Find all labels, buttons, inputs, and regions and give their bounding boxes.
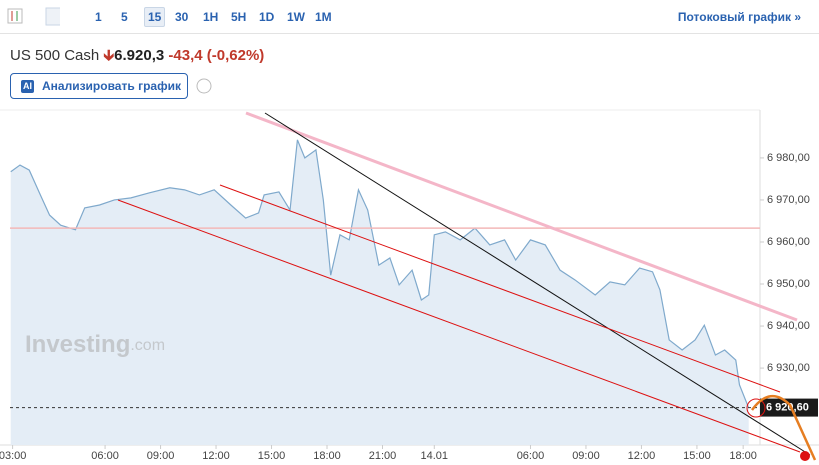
toolbar: Потоковый график » 1 5 15 30 1H 5H 1D 1W 1M [0, 0, 819, 34]
x-tick-label: 03:00 [0, 450, 26, 462]
x-tick-label: 15:00 [683, 450, 711, 462]
x-tick-label: 12:00 [202, 450, 230, 462]
interval-button[interactable]: 1D [259, 10, 275, 24]
x-tick-label: 09:00 [572, 450, 600, 462]
candle-icon[interactable] [7, 8, 23, 24]
x-tick-label: 09:00 [147, 450, 175, 462]
last-price-box [760, 398, 818, 417]
interval-button[interactable]: 5H [231, 10, 247, 24]
interval-button[interactable]: 1H [203, 10, 219, 24]
price-line [10, 139, 750, 409]
ai-badge: AI [21, 80, 34, 93]
change: -43,4 [168, 47, 203, 64]
forecast-arrow [750, 395, 817, 461]
x-tick-label: 06:00 [517, 450, 545, 462]
watermark-name: Investing [25, 331, 130, 358]
chart-type-icons [7, 7, 60, 26]
quote-header: US 500 Cash 🡳6.920,3 -43,4 (-0,62%) [10, 45, 264, 70]
interval-button[interactable]: 5 [121, 10, 128, 24]
y-tick-label: 6 930,00 [767, 362, 810, 374]
down-arrow: 🡳 [103, 47, 115, 64]
y-tick-label: 6 950,00 [767, 278, 810, 290]
channel-line[interactable] [117, 199, 801, 453]
change-percent: (-0,62%) [206, 47, 265, 64]
x-tick-label: 18:00 [729, 450, 757, 462]
interval-button[interactable]: 1M [315, 10, 332, 24]
x-tick-label: 21:00 [369, 450, 397, 462]
trend-line[interactable] [245, 111, 798, 322]
alert-dot [800, 451, 810, 461]
channel-line[interactable] [219, 184, 781, 393]
interval-button[interactable]: 15 [144, 7, 166, 27]
watermark: Investing.com [25, 331, 165, 358]
area-icon[interactable] [45, 7, 60, 26]
y-tick-label: 6 970,00 [767, 194, 810, 206]
analyze-label: Анализировать график [42, 79, 181, 93]
analyze-button[interactable]: AI Анализировать график [10, 73, 188, 99]
area-fill [10, 139, 749, 446]
x-tick-label: 18:00 [313, 450, 341, 462]
y-tick-label: 6 940,00 [767, 320, 810, 332]
interval-button[interactable]: 1W [287, 10, 305, 24]
last-price-label: 6 920,60 [766, 401, 809, 413]
x-tick-label: 15:00 [258, 450, 286, 462]
trend-line[interactable] [264, 112, 811, 456]
interval-button[interactable]: 1 [95, 10, 102, 24]
x-tick-label: 06:00 [91, 450, 119, 462]
interval-button[interactable]: 30 [175, 10, 189, 24]
y-tick-label: 6 980,00 [767, 152, 810, 164]
x-tick-label: 14.01 [421, 450, 449, 462]
highlight-circle [746, 398, 766, 418]
info-icon[interactable] [196, 78, 212, 94]
plot: 6 930,00 6 940,00 6 950,00 6 960,00 6 970,00… [0, 139, 818, 462]
watermark-suffix: .com [130, 337, 165, 354]
symbol: US 500 Cash [10, 47, 100, 64]
price: 6.920,3 [114, 47, 165, 64]
stream-link[interactable]: Потоковый график » [677, 10, 801, 24]
x-tick-label: 12:00 [628, 450, 656, 462]
y-tick-label: 6 960,00 [767, 236, 810, 248]
